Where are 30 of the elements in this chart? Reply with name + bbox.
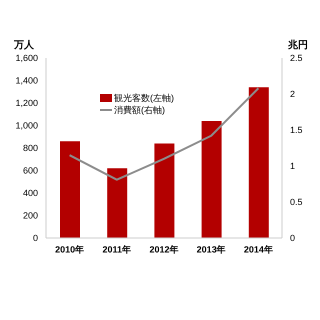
y-tick-label: 400: [22, 188, 38, 198]
legend-label: 観光客数(左軸): [114, 92, 174, 104]
bar: [202, 121, 222, 238]
y-tick-label: 1,400: [15, 76, 38, 86]
line-series: [68, 87, 260, 181]
y-tick-label: 1,000: [15, 120, 38, 131]
y-tick-label: 0: [32, 233, 38, 244]
y-axis-title: 万人: [14, 38, 34, 52]
y-tick-label: 600: [22, 166, 38, 176]
y-tick-label: 1,600: [15, 53, 38, 64]
y2-tick-label: 0: [290, 233, 296, 244]
y2-axis-title: 兆円: [288, 38, 308, 52]
x-tick-label: 2014年: [244, 244, 273, 254]
y2-tick-label: 2.5: [290, 53, 303, 64]
y2-tick-label: 1.5: [290, 125, 303, 136]
x-tick-label: 2012年: [149, 244, 179, 254]
y2-tick-label: 2: [290, 89, 296, 100]
bar: [107, 168, 128, 238]
y2-tick-label: 1: [290, 161, 296, 172]
y-tick-label: 1,200: [15, 98, 38, 108]
x-tick-label: 2011年: [102, 244, 132, 254]
x-tick-label: 2010年: [55, 244, 84, 254]
legend-label: 消費額(右軸): [114, 104, 165, 116]
y2-tick-label: 0.5: [290, 197, 303, 208]
bar: [154, 144, 174, 238]
y-tick-label: 200: [22, 210, 38, 221]
x-tick-label: 2013年: [196, 244, 226, 254]
y-tick-label: 800: [22, 143, 38, 154]
bar: [60, 141, 80, 238]
bar: [248, 87, 269, 238]
